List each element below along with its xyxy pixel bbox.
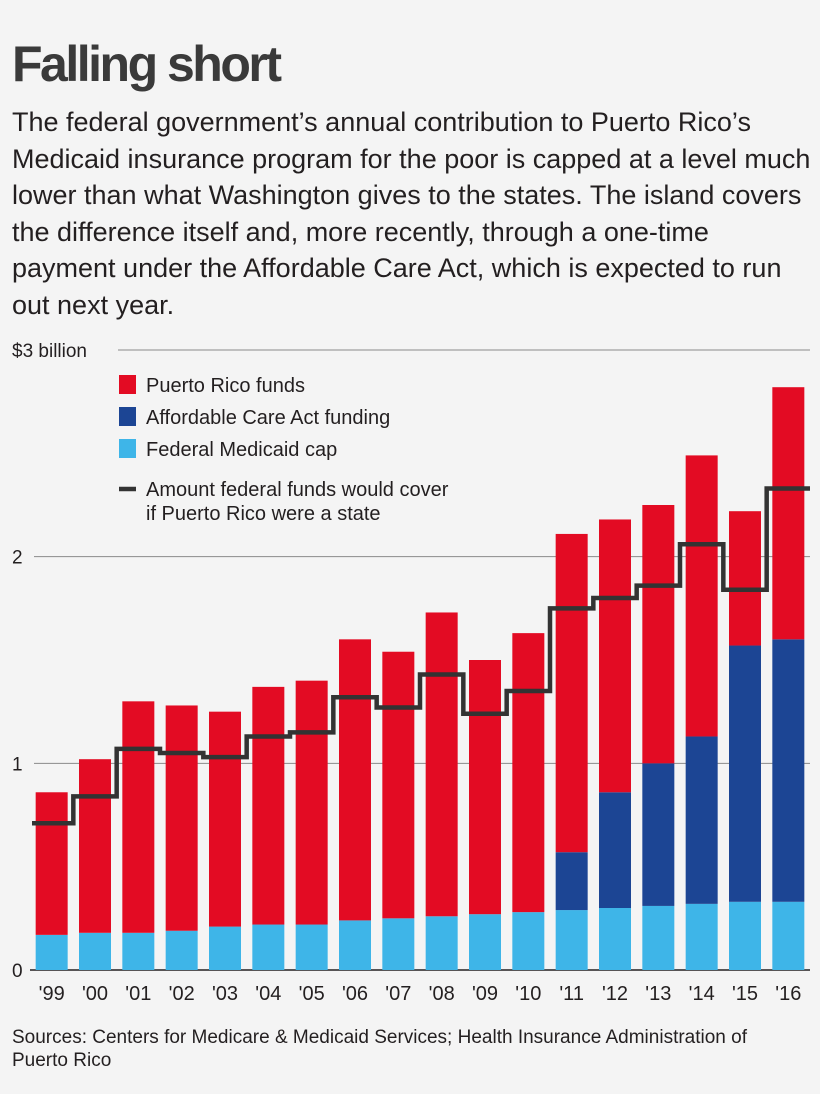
bar-federal-medicaid-cap	[252, 924, 285, 970]
legend-label: Affordable Care Act funding	[146, 407, 390, 429]
chart-title: Falling short	[12, 36, 282, 92]
bar-federal-medicaid-cap	[642, 905, 675, 970]
bar-puerto-rico-funds	[382, 651, 415, 919]
bar-puerto-rico-funds	[729, 511, 761, 646]
legend-label: Puerto Rico funds	[146, 375, 305, 397]
x-tick-label: '03	[212, 983, 238, 1005]
bar-puerto-rico-funds	[772, 387, 805, 640]
bar-affordable-care-act-funding	[772, 639, 805, 902]
bar-federal-medicaid-cap	[79, 932, 111, 970]
bar-federal-medicaid-cap	[772, 901, 805, 970]
step-line	[32, 486, 810, 826]
bar-puerto-rico-funds	[599, 519, 631, 793]
legend-label: Amount federal funds would cover	[146, 479, 449, 501]
bar-puerto-rico-funds	[642, 505, 675, 764]
x-tick-label: '12	[602, 983, 628, 1005]
bar-federal-medicaid-cap	[339, 920, 371, 970]
bar-federal-medicaid-cap	[209, 926, 241, 970]
bar-affordable-care-act-funding	[642, 763, 675, 906]
x-tick-label: '13	[645, 983, 671, 1005]
bar-puerto-rico-funds	[555, 533, 588, 853]
x-tick-label: '06	[342, 983, 368, 1005]
bar-federal-medicaid-cap	[729, 901, 761, 970]
chart-subtitle: The federal government’s annual contribu…	[12, 107, 811, 320]
bar-puerto-rico-funds	[295, 680, 328, 925]
legend-label: Federal Medicaid cap	[146, 439, 337, 461]
bar-puerto-rico-funds	[425, 612, 458, 917]
bar-federal-medicaid-cap	[122, 932, 155, 970]
bar-puerto-rico-funds	[165, 705, 198, 931]
bar-federal-medicaid-cap	[555, 910, 588, 970]
bar-puerto-rico-funds	[685, 455, 718, 737]
x-tick-label: '02	[169, 983, 195, 1005]
legend-swatch	[119, 407, 136, 426]
legend-swatch	[119, 375, 136, 394]
y-tick-label: 0	[12, 961, 23, 982]
bar-federal-medicaid-cap	[512, 912, 545, 970]
axis-labels: $3 billion 2 1 0 '99 '00 '01 '02 '03 '04 '05 '06 '07…	[12, 341, 801, 1005]
x-tick-label: '08	[429, 983, 455, 1005]
bar-affordable-care-act-funding	[555, 852, 588, 911]
x-tick-label: '99	[39, 983, 65, 1005]
bar-puerto-rico-funds	[79, 759, 111, 933]
x-tick-label: '10	[515, 983, 541, 1005]
y-tick-label: 2	[12, 548, 23, 569]
x-tick-label: '05	[299, 983, 325, 1005]
y-tick-label: 1	[12, 754, 23, 775]
x-tick-label: '15	[732, 983, 758, 1005]
source-note: Sources: Centers for Medicare & Medicaid…	[12, 1027, 747, 1071]
bar-affordable-care-act-funding	[599, 792, 631, 908]
bar-federal-medicaid-cap	[599, 908, 631, 970]
bar-affordable-care-act-funding	[729, 645, 761, 902]
y-tick-label: $3 billion	[12, 341, 87, 362]
bar-affordable-care-act-funding	[685, 736, 718, 904]
bar-puerto-rico-funds	[35, 792, 68, 935]
bar-federal-medicaid-cap	[165, 930, 198, 970]
bar-federal-medicaid-cap	[382, 918, 415, 970]
x-tick-label: '07	[385, 983, 411, 1005]
x-tick-label: '00	[82, 983, 108, 1005]
bar-federal-medicaid-cap	[295, 924, 328, 970]
bar-federal-medicaid-cap	[469, 914, 501, 970]
bar-federal-medicaid-cap	[35, 934, 68, 970]
x-tick-label: '01	[125, 983, 151, 1005]
bar-puerto-rico-funds	[339, 639, 371, 921]
x-tick-label: '14	[689, 983, 715, 1005]
bar-puerto-rico-funds	[469, 660, 501, 915]
x-tick-label: '11	[559, 983, 584, 1005]
bar-federal-medicaid-cap	[425, 916, 458, 970]
bar-puerto-rico-funds	[122, 701, 155, 933]
bar-puerto-rico-funds	[209, 711, 241, 927]
legend-label-line-2: if Puerto Rico were a state	[146, 503, 381, 525]
legend-swatch	[119, 439, 136, 458]
bar-puerto-rico-funds	[512, 633, 545, 913]
x-tick-label: '16	[775, 983, 801, 1005]
x-tick-label: '09	[472, 983, 498, 1005]
bar-federal-medicaid-cap	[685, 903, 718, 970]
bar-puerto-rico-funds	[252, 686, 285, 925]
legend: Puerto Rico funds Affordable Care Act fun…	[119, 375, 449, 525]
x-tick-label: '04	[255, 983, 281, 1005]
state-equivalent-line	[32, 486, 810, 826]
bars	[35, 387, 805, 970]
